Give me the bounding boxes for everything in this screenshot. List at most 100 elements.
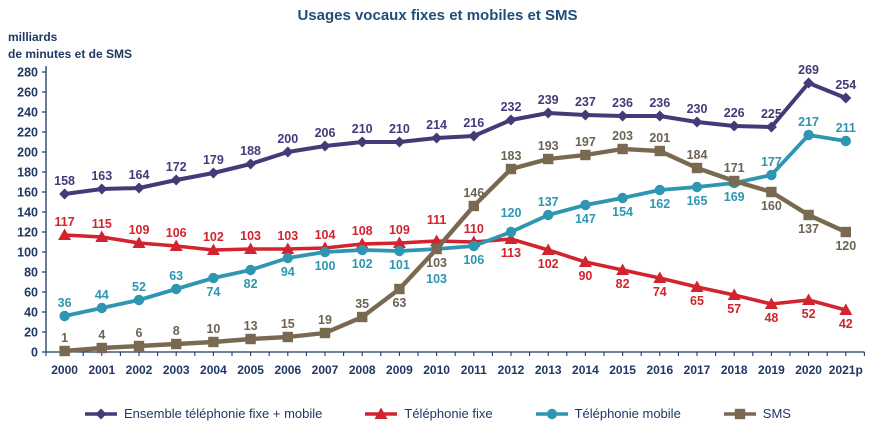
data-labels-ensemble: 158 163 164 172 179 188 200 206 210 210 214 216 232 2…	[54, 63, 856, 188]
y-tick-label: 40	[24, 306, 38, 320]
series-line-fixe	[58, 228, 853, 315]
data-label-fixe: 103	[277, 229, 298, 243]
data-labels-mobile: 36 44 52 63 74 82 94 100 102 101 103 106 120 137 147 15…	[58, 115, 856, 310]
series-line-mobile	[59, 129, 851, 322]
y-tick-label: 280	[17, 66, 38, 80]
data-label-mobile: 162	[649, 197, 670, 211]
data-label-sms: 1	[61, 331, 68, 345]
data-label-sms: 184	[687, 148, 708, 162]
x-tick-label: 2011	[461, 363, 487, 377]
data-label-mobile: 101	[389, 258, 410, 272]
data-label-mobile: 137	[538, 195, 559, 209]
data-label-ensemble: 179	[203, 153, 224, 167]
y-tick-label: 180	[17, 166, 38, 180]
chart-plot-area: 0 20 40 60 80 100 120 140 160 180 200 220 240 260 280 2…	[17, 63, 865, 377]
data-label-sms: 137	[798, 222, 819, 236]
data-label-mobile: 165	[687, 194, 708, 208]
data-label-mobile: 217	[798, 115, 819, 129]
x-tick-label: 2008	[349, 363, 376, 377]
legend-label-sms: SMS	[762, 406, 791, 421]
data-label-ensemble: 225	[761, 107, 782, 121]
data-label-fixe: 109	[389, 223, 410, 237]
data-label-ensemble: 210	[389, 122, 410, 136]
x-tick-label: 2016	[646, 363, 673, 377]
data-label-ensemble: 163	[91, 169, 112, 183]
data-label-sms: 13	[244, 319, 258, 333]
data-label-fixe: 42	[839, 317, 853, 331]
x-tick-label: 2013	[535, 363, 562, 377]
data-label-sms: 193	[538, 139, 559, 153]
data-label-mobile: 102	[352, 257, 373, 271]
data-label-mobile: 106	[463, 253, 484, 267]
x-tick-label: 2004	[200, 363, 227, 377]
data-label-ensemble: 254	[835, 78, 856, 92]
data-label-ensemble: 237	[575, 95, 596, 109]
data-label-fixe: 111	[427, 213, 447, 227]
y-tick-label: 100	[17, 246, 38, 260]
data-label-sms: 171	[724, 161, 745, 175]
x-tick-label: 2009	[386, 363, 413, 377]
x-tick-label: 2003	[163, 363, 190, 377]
data-label-sms: 160	[761, 199, 782, 213]
data-label-mobile: 52	[132, 280, 146, 294]
data-label-fixe: 74	[653, 285, 667, 299]
data-label-mobile: 154	[612, 205, 633, 219]
data-labels-fixe: 117 115 109 106 102 103 103 104 108 109 111 110 113 1…	[55, 213, 853, 331]
chart-legend: Ensemble téléphonie fixe + mobile Télépho…	[0, 406, 875, 421]
x-tick-label: 2006	[274, 363, 301, 377]
legend-square-swatch-icon	[723, 408, 756, 419]
data-label-sms: 6	[136, 326, 143, 340]
legend-label-mobile: Téléphonie mobile	[574, 406, 681, 421]
data-label-sms: 203	[612, 129, 633, 143]
legend-label-ensemble: Ensemble téléphonie fixe + mobile	[124, 406, 323, 421]
legend-item-sms: SMS	[723, 406, 791, 421]
x-tick-label: 2020	[795, 363, 822, 377]
data-label-ensemble: 158	[54, 174, 75, 188]
x-tick-label: 2007	[312, 363, 339, 377]
y-tick-label: 220	[17, 126, 38, 140]
series-line-sms	[59, 143, 851, 357]
data-label-mobile: 103	[426, 272, 447, 286]
data-label-ensemble: 236	[612, 96, 633, 110]
data-label-sms: 146	[463, 186, 484, 200]
data-label-mobile: 177	[761, 155, 782, 169]
data-label-fixe: 109	[129, 223, 150, 237]
data-label-sms: 103	[426, 256, 447, 270]
x-axis: 2000 2001 2002 2003 2004 2005 2006 2007 2008 2009…	[45, 351, 865, 377]
data-label-sms: 19	[318, 313, 332, 327]
x-tick-label: 2017	[684, 363, 711, 377]
y-tick-label: 260	[17, 86, 38, 100]
data-label-mobile: 120	[501, 206, 522, 220]
data-label-sms: 63	[392, 296, 406, 310]
y-tick-label: 140	[17, 206, 38, 220]
legend-label-fixe: Téléphonie fixe	[404, 406, 493, 421]
data-label-mobile: 211	[836, 121, 856, 135]
data-label-sms: 35	[355, 297, 369, 311]
y-tick-label: 120	[17, 226, 38, 240]
data-label-ensemble: 188	[240, 144, 261, 158]
y-axis-unit-line2: de minutes et de SMS	[8, 47, 133, 62]
data-label-ensemble: 239	[538, 93, 559, 107]
legend-triangle-swatch-icon	[365, 407, 398, 419]
data-label-sms: 201	[649, 131, 670, 145]
data-label-ensemble: 226	[724, 106, 745, 120]
data-label-fixe: 106	[166, 226, 187, 240]
x-tick-label: 2010	[423, 363, 450, 377]
data-label-ensemble: 216	[463, 116, 484, 130]
y-tick-label: 160	[17, 186, 38, 200]
x-tick-label: 2015	[609, 363, 636, 377]
data-label-mobile: 147	[575, 212, 596, 226]
x-tick-label: 2001	[88, 363, 115, 377]
y-tick-label: 240	[17, 106, 38, 120]
y-tick-label: 60	[24, 286, 38, 300]
data-label-sms: 120	[835, 239, 856, 253]
y-axis-unit-label: milliards de minutes et de SMS	[8, 29, 132, 64]
data-label-sms: 197	[575, 135, 596, 149]
data-label-fixe: 65	[690, 294, 704, 308]
data-label-sms: 183	[501, 149, 522, 163]
data-label-ensemble: 172	[166, 160, 187, 174]
data-label-mobile: 74	[206, 285, 220, 299]
data-label-fixe: 103	[240, 229, 261, 243]
